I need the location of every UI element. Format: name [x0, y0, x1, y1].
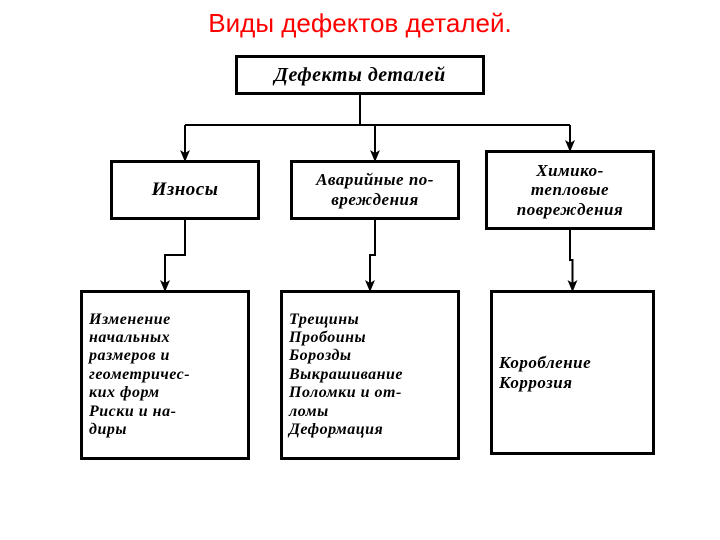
- node-leaf2: Трещины Пробоины Борозды Выкрашивание По…: [280, 290, 460, 460]
- node-label: Аварийные по- вреждения: [316, 170, 434, 209]
- node-iznosy: Износы: [110, 160, 260, 220]
- node-root: Дефекты деталей: [235, 55, 485, 95]
- page-title: Виды дефектов деталей.: [0, 8, 720, 39]
- node-khimiko: Химико- тепловые повреждения: [485, 150, 655, 230]
- node-leaf3: Коробление Коррозия: [490, 290, 655, 455]
- node-label: Коробление Коррозия: [499, 353, 591, 392]
- node-label: Износы: [152, 179, 219, 201]
- node-avarii: Аварийные по- вреждения: [290, 160, 460, 220]
- node-label: Изменение начальных размеров и геометрич…: [89, 311, 190, 440]
- node-label: Трещины Пробоины Борозды Выкрашивание По…: [289, 311, 403, 440]
- node-leaf1: Изменение начальных размеров и геометрич…: [80, 290, 250, 460]
- node-label: Химико- тепловые повреждения: [517, 161, 624, 220]
- node-label: Дефекты деталей: [274, 64, 445, 87]
- diagram-page: Виды дефектов деталей. Дефекты деталей Из…: [0, 0, 720, 540]
